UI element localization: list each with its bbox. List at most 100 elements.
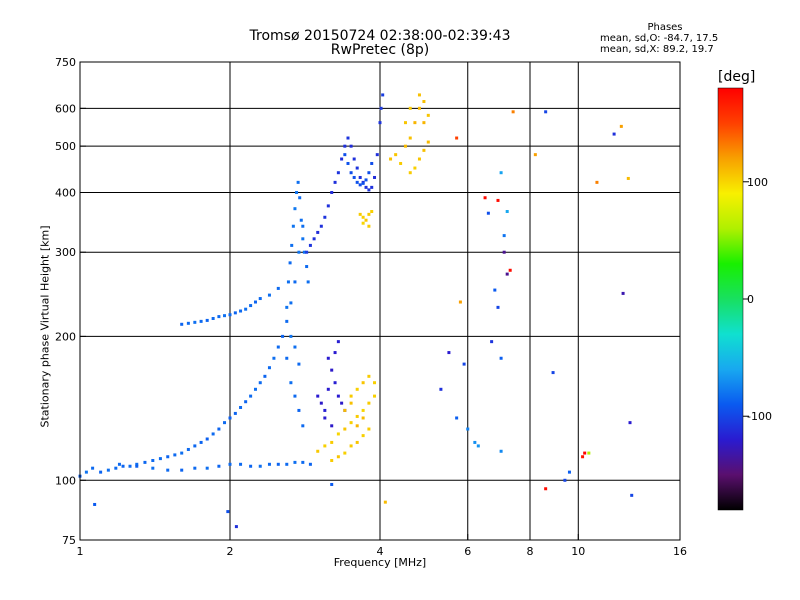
data-point (621, 291, 625, 295)
data-point (228, 313, 232, 317)
data-point (462, 362, 466, 366)
data-point (258, 381, 262, 385)
data-point (355, 180, 359, 184)
data-point (205, 318, 209, 322)
data-point (291, 224, 295, 228)
data-point (333, 381, 337, 385)
data-point (499, 171, 503, 175)
data-points (78, 93, 634, 529)
data-point (289, 381, 293, 385)
data-point (394, 153, 398, 157)
data-point (336, 394, 340, 398)
data-point (551, 371, 555, 375)
data-point (293, 207, 297, 211)
data-point (403, 121, 407, 125)
data-point (193, 466, 197, 470)
data-point (355, 414, 359, 418)
data-point (305, 250, 309, 254)
data-point (84, 470, 88, 474)
data-point (276, 286, 280, 290)
data-point (330, 458, 334, 462)
data-point (367, 188, 371, 192)
data-point (180, 468, 184, 472)
data-point (378, 121, 382, 125)
data-point (581, 455, 585, 459)
data-point (233, 411, 237, 415)
data-point (352, 157, 356, 161)
phase-stats-o: mean, sd,O: -84.7, 17.5 (600, 33, 719, 44)
colorbar-gradient (717, 87, 744, 511)
data-point (417, 106, 421, 110)
data-point (383, 500, 387, 504)
data-point (508, 268, 512, 272)
data-point (286, 280, 290, 284)
data-point (299, 218, 303, 222)
data-point (158, 457, 162, 461)
data-point (476, 444, 480, 448)
data-point (355, 440, 359, 444)
data-point (267, 366, 271, 370)
chart-subtitle: RwPretec (8p) (330, 42, 430, 58)
data-point (379, 106, 383, 110)
data-point (93, 502, 97, 506)
data-point (493, 288, 497, 292)
data-point (417, 157, 421, 161)
data-point (355, 166, 359, 170)
data-point (106, 468, 110, 472)
data-point (439, 387, 443, 391)
data-point (336, 340, 340, 344)
data-point (151, 458, 155, 462)
data-point (583, 451, 587, 455)
data-point (496, 198, 500, 202)
data-point (399, 161, 403, 165)
data-point (595, 180, 599, 184)
data-point (330, 424, 334, 428)
data-point (343, 153, 347, 157)
data-point (199, 440, 203, 444)
y-tick-label: 750 (55, 56, 76, 69)
data-point (99, 470, 103, 474)
data-point (367, 224, 371, 228)
data-point (361, 408, 365, 412)
data-point (490, 340, 494, 344)
data-point (249, 304, 253, 308)
data-point (408, 106, 412, 110)
data-point (211, 316, 215, 320)
data-point (381, 93, 385, 97)
data-point (330, 190, 334, 194)
data-point (346, 161, 350, 165)
phase-stats: Phases mean, sd,O: -84.7, 17.5 mean, sd,… (600, 22, 719, 55)
data-point (293, 345, 297, 349)
data-point (373, 175, 377, 179)
data-point (370, 210, 374, 214)
data-point (340, 401, 344, 405)
data-point (223, 314, 227, 318)
data-point (301, 424, 305, 428)
data-point (367, 427, 371, 431)
data-point (349, 444, 353, 448)
data-point (135, 464, 139, 468)
data-point (413, 166, 417, 170)
data-point (234, 525, 238, 529)
data-point (349, 171, 353, 175)
data-point (186, 321, 190, 325)
data-point (422, 148, 426, 152)
phase-stats-heading: Phases (647, 22, 683, 33)
data-point (367, 401, 371, 405)
data-point (276, 345, 280, 349)
data-point (316, 449, 320, 453)
data-point (502, 234, 506, 238)
data-point (373, 394, 377, 398)
data-point (319, 401, 323, 405)
data-point (426, 140, 430, 144)
data-point (361, 221, 365, 225)
data-point (166, 455, 170, 459)
data-point (619, 124, 623, 128)
data-point (626, 176, 630, 180)
data-point (285, 356, 289, 360)
data-point (373, 381, 377, 385)
data-point (301, 460, 305, 464)
data-point (205, 437, 209, 441)
data-point (301, 237, 305, 241)
